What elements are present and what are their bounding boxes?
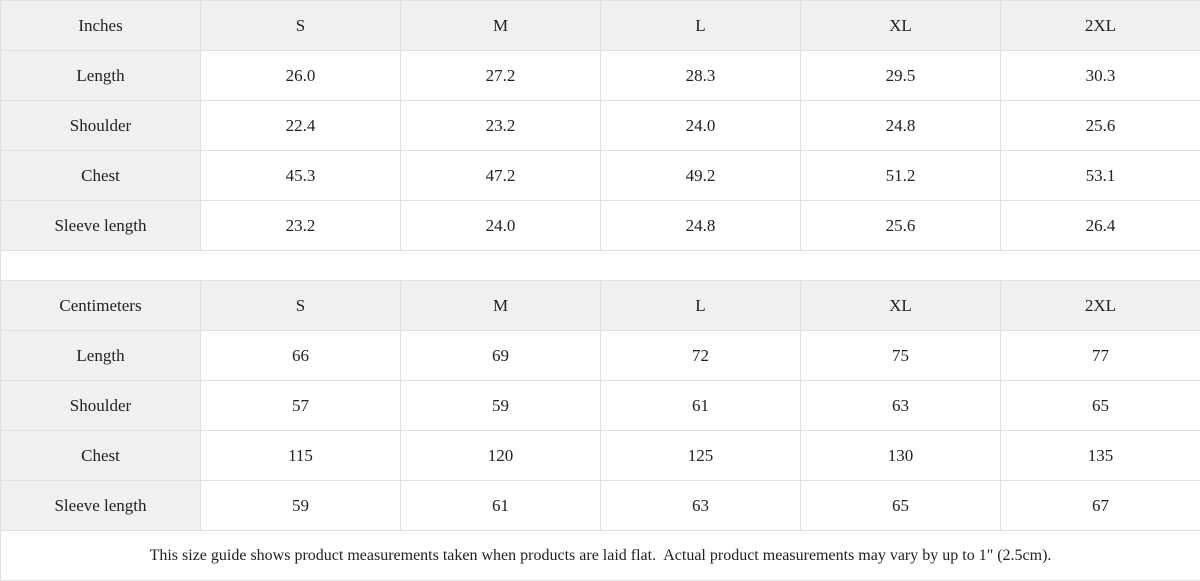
size-header-cell: 2XL (1001, 1, 1200, 51)
measurement-value-cell: 23.2 (201, 201, 401, 251)
measurement-value-cell: 66 (201, 331, 401, 381)
size-header-cell: M (401, 1, 601, 51)
unit-label-cell: Inches (1, 1, 201, 51)
separator-section (1, 251, 1200, 281)
measurement-value-cell: 22.4 (201, 101, 401, 151)
measurement-label-cell: Shoulder (1, 381, 201, 431)
measurement-value-cell: 65 (1001, 381, 1200, 431)
measurement-label-cell: Length (1, 331, 201, 381)
measurement-value-cell: 72 (601, 331, 801, 381)
measurement-value-cell: 26.0 (201, 51, 401, 101)
size-header-cell: XL (801, 1, 1001, 51)
measurement-value-cell: 61 (401, 481, 601, 531)
measurement-value-cell: 24.0 (401, 201, 601, 251)
measurement-value-cell: 63 (601, 481, 801, 531)
measurement-label-cell: Shoulder (1, 101, 201, 151)
size-header-cell: 2XL (1001, 281, 1200, 331)
footer-section: This size guide shows product measuremen… (1, 531, 1200, 581)
measurement-value-cell: 135 (1001, 431, 1200, 481)
footer-note: This size guide shows product measuremen… (1, 531, 1200, 581)
measurement-value-cell: 25.6 (1001, 101, 1200, 151)
measurement-value-cell: 27.2 (401, 51, 601, 101)
measurement-value-cell: 59 (401, 381, 601, 431)
measurement-value-cell: 125 (601, 431, 801, 481)
measurement-value-cell: 24.8 (601, 201, 801, 251)
measurement-label-cell: Length (1, 51, 201, 101)
size-header-cell: L (601, 281, 801, 331)
footer-row: This size guide shows product measuremen… (1, 531, 1200, 581)
measurement-value-cell: 25.6 (801, 201, 1001, 251)
measurement-value-cell: 75 (801, 331, 1001, 381)
measurement-label-cell: Sleeve length (1, 201, 201, 251)
measurement-value-cell: 67 (1001, 481, 1200, 531)
unit-label-cell: Centimeters (1, 281, 201, 331)
measurement-label-cell: Sleeve length (1, 481, 201, 531)
measurement-value-cell: 24.8 (801, 101, 1001, 151)
measurement-value-cell: 77 (1001, 331, 1200, 381)
measurement-value-cell: 61 (601, 381, 801, 431)
measurement-value-cell: 49.2 (601, 151, 801, 201)
measurement-label-cell: Chest (1, 151, 201, 201)
measurement-value-cell: 51.2 (801, 151, 1001, 201)
measurement-value-cell: 53.1 (1001, 151, 1200, 201)
measurement-value-cell: 28.3 (601, 51, 801, 101)
size-header-cell: L (601, 1, 801, 51)
separator-cell (1, 251, 1200, 281)
measurement-value-cell: 29.5 (801, 51, 1001, 101)
measurement-value-cell: 47.2 (401, 151, 601, 201)
measurement-value-cell: 120 (401, 431, 601, 481)
measurement-value-cell: 115 (201, 431, 401, 481)
measurement-value-cell: 65 (801, 481, 1001, 531)
measurement-value-cell: 130 (801, 431, 1001, 481)
measurement-label-cell: Chest (1, 431, 201, 481)
size-header-cell: S (201, 1, 401, 51)
measurement-value-cell: 57 (201, 381, 401, 431)
measurement-value-cell: 59 (201, 481, 401, 531)
size-header-cell: S (201, 281, 401, 331)
measurement-value-cell: 69 (401, 331, 601, 381)
size-header-cell: XL (801, 281, 1001, 331)
measurement-value-cell: 23.2 (401, 101, 601, 151)
size-header-cell: M (401, 281, 601, 331)
measurement-value-cell: 63 (801, 381, 1001, 431)
measurement-value-cell: 30.3 (1001, 51, 1200, 101)
measurement-value-cell: 24.0 (601, 101, 801, 151)
separator-row (1, 251, 1200, 281)
measurement-value-cell: 26.4 (1001, 201, 1200, 251)
measurement-value-cell: 45.3 (201, 151, 401, 201)
